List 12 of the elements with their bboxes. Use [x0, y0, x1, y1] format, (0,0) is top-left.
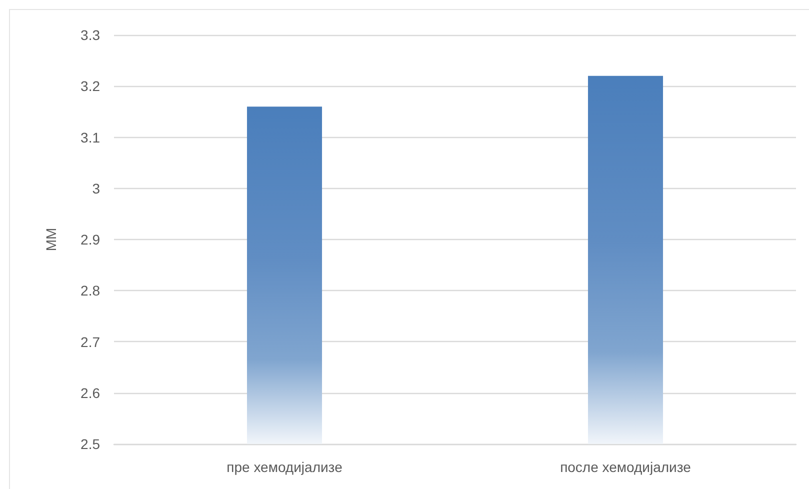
y-tick-label: 2.8	[80, 282, 100, 299]
y-tick-label: 2.5	[80, 436, 100, 452]
y-tick-label: 3.2	[80, 78, 100, 94]
y-tick-label: 2.7	[80, 334, 100, 350]
y-axis-title: ММ	[43, 228, 59, 252]
x-tick-label: после хемодијализе	[560, 459, 692, 475]
x-tick-label: пре хемодијализе	[226, 459, 343, 475]
y-tick-label: 3.3	[80, 27, 100, 43]
y-tick-label: 3	[92, 180, 100, 196]
y-tick-label: 2.6	[80, 384, 100, 401]
y-tick-label: 2.9	[80, 232, 100, 248]
y-tick-label: 3.1	[80, 129, 100, 146]
